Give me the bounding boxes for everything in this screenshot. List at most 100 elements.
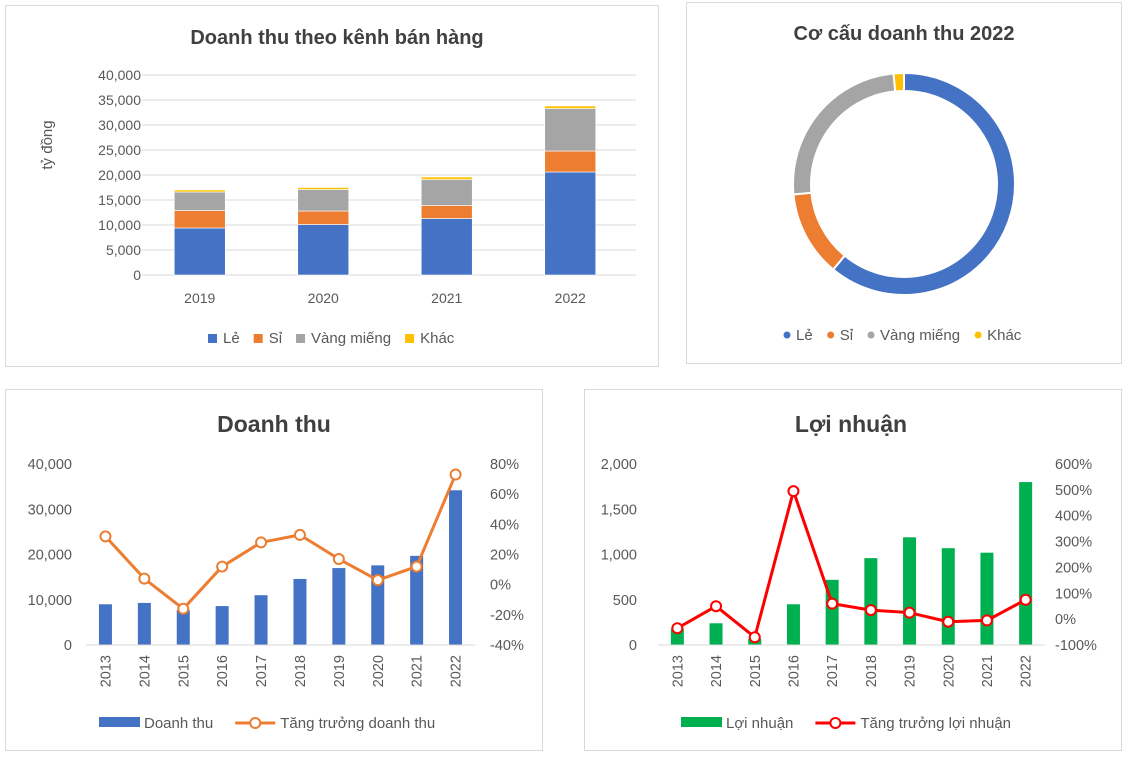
x-tick-label: 2017 xyxy=(825,655,841,687)
y2-tick-label: 400% xyxy=(1055,509,1092,525)
x-tick-label: 2022 xyxy=(449,655,465,687)
x-tick-label: 2019 xyxy=(184,290,215,306)
x-tick-label: 2021 xyxy=(410,655,426,687)
growth-marker-2019 xyxy=(903,606,916,619)
legend-label-vang: Vàng miếng xyxy=(880,327,960,344)
legend-label-line: Tăng trưởng lợi nhuận xyxy=(860,715,1011,732)
bar-2022 xyxy=(449,490,463,645)
donut-slice-vang xyxy=(792,72,897,196)
profit-chart-panel: Lợi nhuận 0 500 1,000 1,500 2,000 -100% 0% 100% 2… xyxy=(584,389,1122,751)
x-tick-label: 2017 xyxy=(254,655,270,687)
y-tick-label: 15,000 xyxy=(98,192,141,208)
y-tick-label: 35,000 xyxy=(98,92,141,108)
revenue-chart: Doanh thu 0 10,000 20,000 30,000 40,000 -40% -2… xyxy=(28,411,524,732)
bar-2015 xyxy=(176,610,190,645)
y2-tick-label: 0% xyxy=(1055,612,1076,628)
bar-2013 xyxy=(98,604,112,645)
x-tick-label: 2021 xyxy=(431,290,462,306)
y2-tick-label: -40% xyxy=(490,638,524,654)
bar-si-2022 xyxy=(544,150,597,173)
growth-line xyxy=(676,489,1027,639)
legend-swatch-marker xyxy=(829,717,842,729)
legend-label-khac: Khác xyxy=(987,327,1022,344)
legend-label-si: Sỉ xyxy=(269,330,283,347)
y2-tick-label: 60% xyxy=(490,487,519,503)
legend-label-le: Lẻ xyxy=(223,330,240,347)
growth-marker-2020 xyxy=(371,574,384,587)
y-tick-label: 0 xyxy=(64,638,72,654)
x-tick-label: 2021 xyxy=(980,655,996,687)
bar-2020 xyxy=(371,565,385,645)
bar-2017 xyxy=(254,595,268,645)
y-tick-label: 0 xyxy=(629,638,637,654)
bar-2020 xyxy=(941,548,955,645)
growth-marker-2021 xyxy=(980,614,993,627)
y-tick-label: 5,000 xyxy=(106,242,141,258)
legend-label-vang: Vàng miếng xyxy=(311,330,391,347)
y-tick-label: 30,000 xyxy=(98,117,141,133)
y-tick-label: 10,000 xyxy=(28,593,72,609)
bar-2016 xyxy=(786,604,800,645)
legend-label-khac: Khác xyxy=(420,330,455,347)
bar-le-2022 xyxy=(544,171,597,276)
donut-slice-khac xyxy=(892,71,905,93)
legend-swatch-khac xyxy=(405,334,415,343)
bar-si-2021 xyxy=(420,205,473,219)
growth-marker-2013 xyxy=(99,530,112,543)
structure-chart-panel: Cơ cấu doanh thu 2022 Lẻ Sỉ Vàng miếng Khác xyxy=(686,2,1122,364)
legend-swatch-vang xyxy=(867,331,875,339)
bar-vang-2021 xyxy=(420,179,473,206)
bar-khac-2020 xyxy=(297,187,350,190)
chart-title: Cơ cấu doanh thu 2022 xyxy=(794,23,1015,45)
bar-si-2019 xyxy=(173,210,226,229)
bar-2014 xyxy=(137,602,151,645)
legend-label-line: Tăng trưởng doanh thu xyxy=(280,715,435,732)
growth-marker-2013 xyxy=(671,622,684,635)
x-tick-label: 2014 xyxy=(137,655,153,687)
revenue-structure-2022-chart: Cơ cấu doanh thu 2022 Lẻ Sỉ Vàng miếng Khác xyxy=(783,23,1022,344)
growth-line xyxy=(104,473,457,611)
y2-tick-label: 20% xyxy=(490,548,519,564)
x-tick-label: 2019 xyxy=(332,655,348,687)
growth-marker-2018 xyxy=(864,604,877,617)
x-tick-label: 2022 xyxy=(1019,655,1035,687)
growth-marker-2020 xyxy=(942,615,955,628)
y2-tick-label: 500% xyxy=(1055,483,1092,499)
bar-vang-2022 xyxy=(544,108,597,152)
x-tick-label: 2022 xyxy=(555,290,586,306)
growth-marker-2015 xyxy=(177,602,190,615)
growth-marker-2016 xyxy=(787,485,800,498)
growth-marker-2014 xyxy=(138,572,151,585)
y-axis-label: tỷ đồng xyxy=(39,120,56,169)
legend-swatch-khac xyxy=(974,331,982,339)
channel-revenue-chart: Doanh thu theo kênh bán hàng 0 5,000 10,000… xyxy=(39,27,636,347)
chart-title: Lợi nhuận xyxy=(795,411,907,437)
legend-label-le: Lẻ xyxy=(796,327,813,344)
bar-le-2021 xyxy=(420,218,473,276)
growth-marker-2014 xyxy=(710,600,723,613)
x-tick-label: 2015 xyxy=(748,655,764,687)
x-tick-label: 2016 xyxy=(215,655,231,687)
y-tick-label: 2,000 xyxy=(601,457,637,473)
bar-vang-2019 xyxy=(173,191,226,211)
bar-2018 xyxy=(864,558,878,645)
y2-tick-label: -100% xyxy=(1055,638,1097,654)
x-tick-label: 2020 xyxy=(308,290,339,306)
y-tick-label: 1,500 xyxy=(601,502,637,518)
legend-swatch-le xyxy=(208,334,217,343)
profit-chart: Lợi nhuận 0 500 1,000 1,500 2,000 -100% 0% 100% 2… xyxy=(601,411,1097,732)
legend-swatch-le xyxy=(783,331,791,339)
growth-marker-2021 xyxy=(410,560,423,573)
revenue-chart-panel: Doanh thu 0 10,000 20,000 30,000 40,000 -40% -2… xyxy=(5,389,543,751)
donut-slice-si xyxy=(792,191,847,271)
legend-swatch-bar xyxy=(99,717,140,727)
donut-slice-le xyxy=(831,71,1016,296)
bar-2018 xyxy=(293,578,307,645)
y-tick-label: 1,000 xyxy=(601,548,637,564)
y-tick-label: 25,000 xyxy=(98,142,141,158)
bar-le-2019 xyxy=(173,227,226,276)
y-tick-label: 500 xyxy=(613,593,637,609)
bar-le-2020 xyxy=(297,224,350,276)
growth-marker-2022 xyxy=(1019,593,1032,606)
y-tick-label: 10,000 xyxy=(98,217,141,233)
